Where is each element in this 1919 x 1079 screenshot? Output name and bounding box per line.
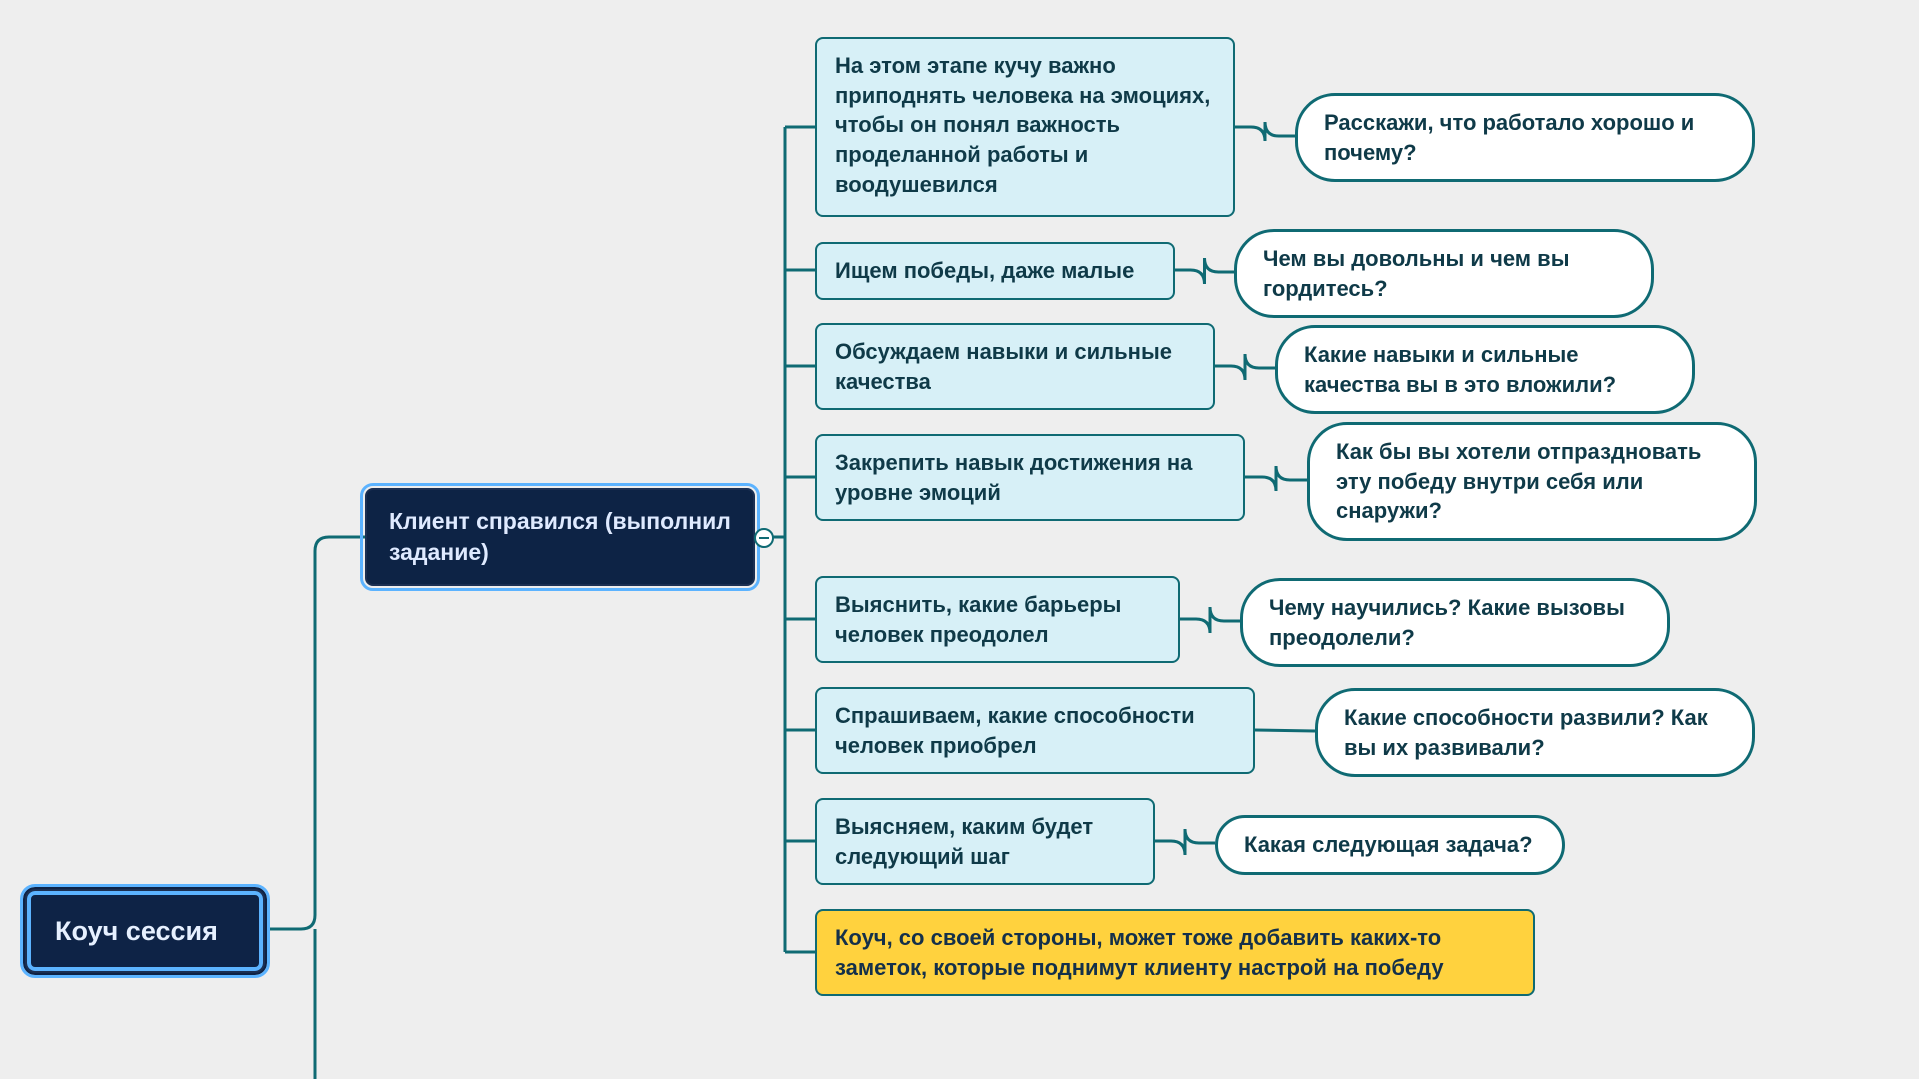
leaf-label: Расскажи, что работало хорошо и почему?	[1324, 110, 1694, 165]
level2-label: На этом этапе кучу важно приподнять чело…	[835, 53, 1210, 197]
level2-node-0[interactable]: На этом этапе кучу важно приподнять чело…	[815, 37, 1235, 217]
leaf-label: Чем вы довольны и чем вы гордитесь?	[1263, 246, 1570, 301]
level2-node-2[interactable]: Обсуждаем навыки и сильные качества	[815, 323, 1215, 410]
level2-label: Закрепить навык достижения на уровне эмо…	[835, 450, 1192, 505]
leaf-label: Какие навыки и сильные качества вы в это…	[1304, 342, 1616, 397]
leaf-label: Какие способности развили? Как вы их раз…	[1344, 705, 1708, 760]
mindmap-canvas: Коуч сессия Клиент справился (выполнил з…	[0, 0, 1919, 1079]
level1-label: Клиент справился (выполнил задание)	[389, 508, 731, 565]
level2-label: Спрашиваем, какие способности человек пр…	[835, 703, 1195, 758]
level2-label: Выясняем, каким будет следующий шаг	[835, 814, 1093, 869]
level2-node-5[interactable]: Спрашиваем, какие способности человек пр…	[815, 687, 1255, 774]
level2-node-6[interactable]: Выясняем, каким будет следующий шаг	[815, 798, 1155, 885]
level2-label: Коуч, со своей стороны, может тоже добав…	[835, 925, 1444, 980]
level2-label: Выяснить, какие барьеры человек преодоле…	[835, 592, 1121, 647]
level2-node-7[interactable]: Коуч, со своей стороны, может тоже добав…	[815, 909, 1535, 996]
level1-node[interactable]: Клиент справился (выполнил задание)	[365, 488, 755, 586]
level2-node-4[interactable]: Выяснить, какие барьеры человек преодоле…	[815, 576, 1180, 663]
level2-node-1[interactable]: Ищем победы, даже малые	[815, 242, 1175, 300]
leaf-node-0[interactable]: Расскажи, что работало хорошо и почему?	[1295, 93, 1755, 182]
root-node[interactable]: Коуч сессия	[25, 889, 265, 973]
level2-label: Ищем победы, даже малые	[835, 258, 1134, 283]
leaf-node-3[interactable]: Как бы вы хотели отпраздновать эту побед…	[1307, 422, 1757, 541]
leaf-label: Как бы вы хотели отпраздновать эту побед…	[1336, 439, 1701, 523]
level2-label: Обсуждаем навыки и сильные качества	[835, 339, 1172, 394]
leaf-node-6[interactable]: Какая следующая задача?	[1215, 815, 1565, 875]
leaf-node-5[interactable]: Какие способности развили? Как вы их раз…	[1315, 688, 1755, 777]
leaf-node-2[interactable]: Какие навыки и сильные качества вы в это…	[1275, 325, 1695, 414]
level2-node-3[interactable]: Закрепить навык достижения на уровне эмо…	[815, 434, 1245, 521]
leaf-node-1[interactable]: Чем вы довольны и чем вы гордитесь?	[1234, 229, 1654, 318]
leaf-node-4[interactable]: Чему научились? Какие вызовы преодолели?	[1240, 578, 1670, 667]
root-label: Коуч сессия	[55, 916, 218, 946]
leaf-label: Какая следующая задача?	[1244, 832, 1533, 857]
collapse-icon[interactable]	[754, 528, 774, 548]
leaf-label: Чему научились? Какие вызовы преодолели?	[1269, 595, 1625, 650]
